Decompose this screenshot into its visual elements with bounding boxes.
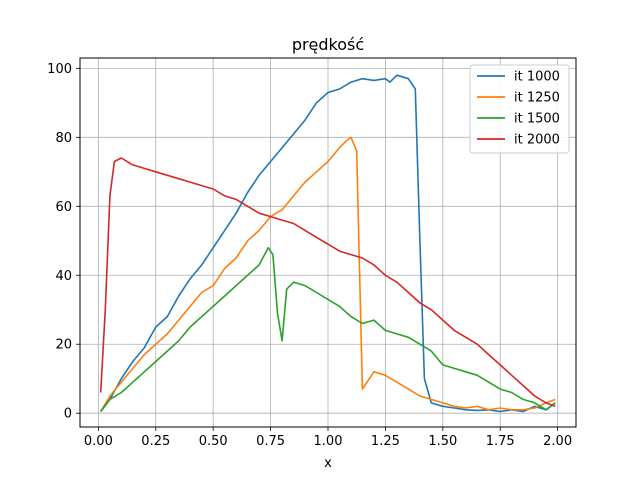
legend-label: it 1000 (514, 70, 560, 85)
x-tick-label: 1.25 (371, 434, 400, 449)
legend-label: it 1250 (514, 91, 560, 106)
legend: it 1000 it 1250 it 1500 it 2000 (469, 64, 570, 154)
y-tick-label: 100 (47, 62, 72, 77)
legend-box (469, 64, 570, 154)
x-tick-label: 0.25 (141, 434, 170, 449)
x-axis-label: x (324, 456, 332, 471)
series-line-1 (100, 74, 556, 413)
y-tick-label: 40 (55, 269, 72, 284)
y-axis-ticks: 0 20 40 60 80 100 (47, 62, 80, 422)
legend-label: it 2000 (514, 133, 560, 148)
y-tick-label: 0 (64, 407, 72, 422)
series-line-2 (100, 136, 556, 412)
x-axis-ticks: 0.00 0.25 0.50 0.75 1.00 1.25 1.50 1.75 2.00 (84, 427, 572, 449)
chart-title: prędkość (292, 35, 364, 54)
series-line-3 (100, 246, 556, 412)
x-tick-label: 1.50 (428, 434, 457, 449)
series-lines (99, 74, 556, 413)
x-tick-label: 0.00 (84, 434, 113, 449)
y-tick-label: 20 (55, 338, 72, 353)
x-tick-label: 0.75 (256, 434, 285, 449)
y-tick-label: 80 (55, 131, 72, 146)
x-tick-label: 1.00 (314, 434, 343, 449)
x-tick-label: 0.50 (199, 434, 228, 449)
legend-label: it 1500 (514, 112, 560, 127)
y-tick-label: 60 (55, 200, 72, 215)
x-tick-label: 2.00 (543, 434, 572, 449)
x-tick-label: 1.75 (486, 434, 515, 449)
series-line-4 (99, 157, 556, 408)
